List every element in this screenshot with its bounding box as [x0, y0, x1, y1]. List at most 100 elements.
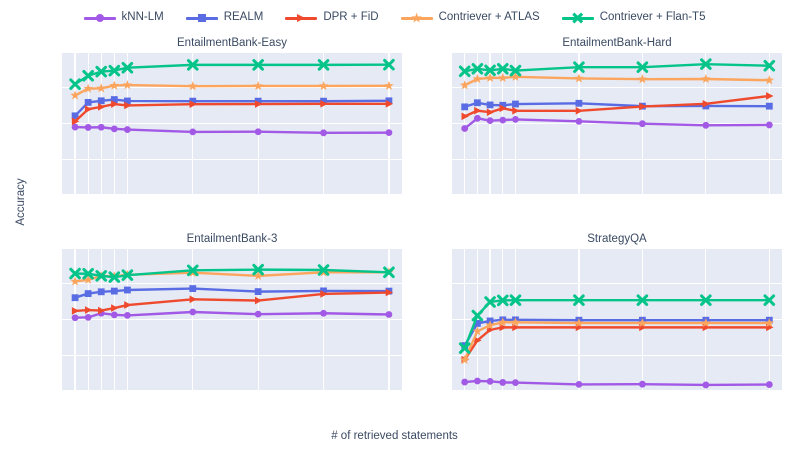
x-gridline: [464, 52, 466, 195]
legend-item-contriever-flan-t5[interactable]: Contriever + Flan-T5: [561, 11, 706, 25]
data-point-x-icon: [509, 294, 522, 306]
x-gridline: [322, 52, 325, 195]
legend-item-knn-lm[interactable]: kNN-LM: [83, 11, 164, 25]
y-gridline: [452, 283, 782, 285]
data-point-triangle-right-icon: [189, 295, 197, 304]
data-point-circle-icon: [84, 124, 92, 131]
legend-item-label: DPR + FiD: [323, 11, 379, 24]
data-point-x-icon: [763, 294, 776, 306]
data-point-square-icon: [123, 97, 131, 105]
y-gridline: [452, 390, 782, 391]
series-contriever-atlas: [459, 71, 775, 90]
data-point-x-icon: [458, 342, 471, 354]
x-axis-label: # of retrieved statements: [331, 430, 458, 442]
subplot-title: EntailmentBank-Easy: [177, 37, 287, 49]
data-point-circle-icon: [575, 117, 583, 125]
x-gridline: [322, 248, 325, 391]
data-point-square-icon: [499, 101, 507, 109]
legend-item-label: Contriever + Flan-T5: [599, 11, 706, 24]
data-point-star-icon: [637, 318, 648, 328]
data-point-star-icon: [96, 83, 106, 93]
data-point-star-icon: [318, 80, 329, 91]
data-point-x-icon: [121, 269, 134, 281]
subplot-entailmentbank-easy: EntailmentBank-Easy 204060801001234510152…: [22, 36, 402, 213]
y-gridline: [62, 390, 402, 391]
data-point-square-icon: [97, 288, 105, 296]
series-knn-lm: [461, 377, 773, 389]
data-point-triangle-right-icon: [320, 290, 328, 298]
y-gridline: [62, 87, 402, 89]
data-point-star-icon: [637, 74, 648, 84]
data-point-circle-icon: [512, 115, 519, 123]
series-line: [463, 379, 771, 387]
data-point-triangle-right-icon: [111, 100, 119, 108]
series-layer: [69, 263, 395, 322]
data-point-x-icon: [108, 271, 121, 283]
data-point-x-icon: [383, 266, 395, 279]
legend-item-realm[interactable]: REALM: [185, 11, 263, 25]
data-point-star-icon: [70, 276, 80, 286]
data-point-triangle-right-icon: [189, 100, 197, 108]
legend-marker-circle-icon: [95, 14, 104, 22]
data-point-circle-icon: [97, 123, 105, 131]
series-knn-lm: [71, 308, 393, 322]
data-point-triangle-right-icon: [124, 301, 132, 309]
y-gridline: [452, 52, 782, 53]
data-point-x-icon: [484, 64, 496, 77]
legend-marker-triangle-right-icon: [297, 14, 306, 22]
data-point-star-icon: [253, 80, 263, 91]
data-point-x-icon: [108, 64, 121, 77]
legend-item-label: Contriever + ATLAS: [438, 11, 540, 24]
data-point-x-icon: [121, 61, 134, 74]
x-gridline: [476, 248, 479, 391]
chart-legend: kNN-LM REALM DPR + FiD Contriever + ATLAS Co…: [0, 8, 789, 28]
data-point-x-icon: [636, 294, 649, 306]
data-point-square-icon: [461, 103, 469, 111]
y-gridline: [452, 158, 782, 160]
series-contriever-atlas: [70, 80, 394, 100]
series-line: [463, 101, 771, 109]
data-point-square-icon: [320, 97, 327, 105]
data-point-circle-icon: [638, 120, 646, 128]
data-point-circle-icon: [71, 314, 79, 322]
y-gridline: [62, 158, 402, 160]
x-gridline: [113, 248, 115, 391]
data-point-star-icon: [459, 80, 470, 90]
data-point-star-icon: [384, 80, 394, 90]
data-point-star-icon: [472, 73, 483, 84]
x-gridline: [257, 248, 259, 391]
data-point-circle-icon: [320, 309, 327, 317]
data-point-star-icon: [83, 83, 93, 93]
data-point-circle-icon: [320, 129, 327, 137]
data-point-star-icon: [83, 274, 93, 284]
data-point-x-icon: [82, 267, 94, 280]
series-dpr-fid: [461, 92, 774, 121]
data-point-x-icon: [95, 270, 108, 282]
data-point-circle-icon: [71, 123, 79, 131]
x-gridline: [257, 52, 259, 195]
y-gridline: [452, 354, 782, 356]
data-point-circle-icon: [189, 128, 197, 136]
data-point-star-icon: [459, 354, 470, 364]
data-point-square-icon: [575, 99, 583, 107]
subplot-entailmentbank-hard: EntailmentBank-Hard 204060801001234510152…: [412, 36, 782, 213]
data-point-square-icon: [84, 290, 92, 297]
data-point-star-icon: [472, 326, 483, 336]
data-point-x-icon: [573, 61, 585, 73]
data-point-triangle-right-icon: [461, 112, 469, 121]
data-point-circle-icon: [254, 128, 262, 136]
data-point-square-icon: [512, 100, 519, 108]
data-point-circle-icon: [123, 311, 131, 319]
data-point-circle-icon: [84, 313, 92, 321]
legend-item-dpr-fid[interactable]: DPR + FiD: [285, 11, 379, 25]
y-axis-label: Accuracy: [15, 178, 27, 226]
data-point-x-icon: [636, 61, 649, 73]
plot-area: 204060801001234510152025: [62, 248, 402, 391]
data-point-circle-icon: [189, 308, 197, 316]
legend-item-contriever-atlas[interactable]: Contriever + ATLAS: [400, 11, 540, 25]
data-point-circle-icon: [765, 381, 773, 388]
data-point-triangle-right-icon: [474, 336, 482, 345]
x-gridline: [87, 52, 89, 195]
data-point-star-icon: [510, 317, 521, 327]
